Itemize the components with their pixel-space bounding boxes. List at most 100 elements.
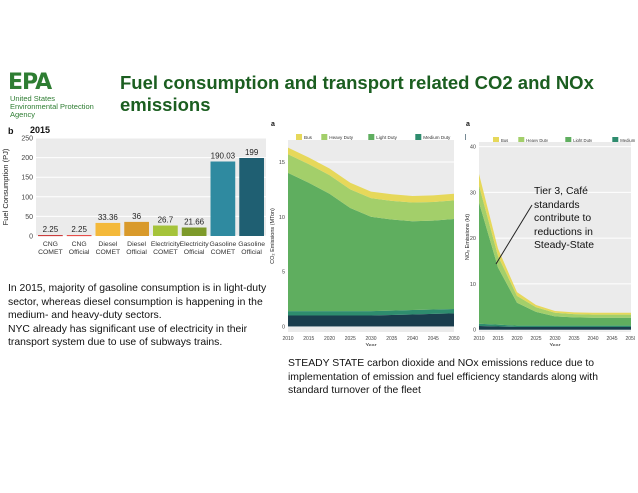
co2-legend-swatch-0	[296, 134, 302, 140]
co2-legend-label-2: Light Duty	[376, 135, 397, 140]
nox-xlabel: Year	[549, 343, 560, 346]
nox-ytick-0: 0	[473, 328, 476, 334]
co2-xtick-7: 2045	[428, 336, 439, 342]
co2-xtick-6: 2040	[407, 336, 418, 342]
co2-area-heavy-duty	[288, 154, 454, 222]
co2-xtick-8: 2050	[448, 336, 459, 342]
nox-xtick-6: 2040	[587, 336, 598, 342]
left-caption-paragraph-1: In 2015, majority of gasoline consumptio…	[8, 283, 267, 322]
co2-ytick-1: 5	[282, 270, 285, 276]
tier-note-pointer	[495, 204, 533, 265]
nox-legend-label-2: Light Duty	[573, 138, 593, 143]
tier-3-note: Tier 3, Café standards contribute to red…	[534, 186, 595, 252]
co2-legend-label-3: Medium Duty	[423, 135, 451, 140]
bar-value-label-4: 26.7	[158, 216, 174, 225]
co2-xlabel: Year	[365, 343, 376, 346]
co2-ytick-0: 0	[282, 325, 285, 331]
nox-ytick-1: 10	[470, 282, 476, 288]
co2-legend-swatch-3	[415, 134, 422, 140]
bar-panel-label: b	[8, 126, 14, 136]
nox-xtick-2: 2020	[511, 336, 522, 342]
bar-7	[239, 157, 264, 236]
co2-xtick-1: 2015	[303, 336, 314, 342]
nox-xtick-4: 2030	[549, 336, 560, 342]
bar-value-label-1: 2.25	[71, 225, 87, 234]
nox-xtick-3: 2025	[530, 336, 541, 342]
co2-ytick-3: 15	[279, 160, 285, 166]
right-caption: STEADY STATE carbon dioxide and NOx emis…	[288, 358, 598, 397]
nox-xtick-0: 2010	[473, 336, 484, 342]
nox-legend-label-1: Heavy Duty	[526, 138, 549, 143]
bar-xtick-1: CNG Official	[69, 241, 90, 256]
bar-ytick-4: 200	[21, 155, 33, 162]
tier-note-pointer-line	[495, 204, 533, 265]
left-caption-paragraph-2: NYC already has significant use of elect…	[8, 323, 248, 349]
bar-ytick-1: 50	[25, 214, 33, 221]
bar-xtick-7: Gasoline Official	[238, 241, 265, 256]
bar-chart-title: 2015	[30, 125, 51, 135]
co2-area-light-duty	[288, 172, 454, 312]
epa-logo-mark: EPA	[8, 70, 52, 95]
co2-ytick-2: 10	[279, 215, 285, 221]
bar-value-label-3: 36	[132, 212, 141, 221]
co2-ylabel: CO₂ Emissions (MTon)	[270, 208, 276, 264]
nox-ytick-2: 20	[470, 236, 476, 242]
bar-ytick-5: 250	[21, 136, 33, 143]
co2-xtick-4: 2030	[365, 336, 376, 342]
bar-3	[124, 221, 149, 236]
bar-2	[95, 222, 121, 236]
bar-6	[210, 161, 236, 236]
nox-xtick-5: 2035	[568, 336, 579, 342]
left-caption: In 2015, majority of gasoline consumptio…	[8, 282, 276, 350]
co2-panel-label: a	[271, 121, 275, 128]
co2-xtick-2: 2020	[324, 336, 335, 342]
bar-xtick-3: Diesel Official	[126, 241, 147, 256]
bar-xtick-2: Diesel COMET	[96, 241, 121, 256]
nox-ylabel: NOₓ Emissions (kt)	[465, 214, 471, 260]
slide-title: Fuel consumption and transport related C…	[120, 72, 594, 115]
bar-0	[38, 235, 63, 237]
bar-value-label-7: 199	[245, 148, 259, 157]
bar-xtick-5: Electricity Official	[180, 241, 210, 256]
nox-panel-label: a	[466, 121, 470, 128]
nox-legend-swatch-0	[493, 137, 499, 143]
nox-legend-label-3: Medium Duty	[620, 138, 635, 143]
co2-legend-swatch-1	[321, 134, 328, 140]
bar-value-label-5: 21.66	[184, 218, 205, 227]
nox-xtick-8: 2050	[625, 336, 635, 342]
bar-5	[181, 227, 207, 236]
co2-legend-label-1: Heavy Duty	[329, 135, 353, 140]
bar-xtick-0: CNG COMET	[38, 241, 63, 256]
co2-area-rail	[288, 313, 454, 327]
epa-logo-line-2: Environmental Protection	[10, 102, 94, 111]
nox-legend-swatch-2	[565, 137, 572, 143]
nox-area-rail	[479, 326, 631, 330]
nox-ytick-3: 30	[470, 190, 476, 196]
bar-value-label-0: 2.25	[43, 225, 59, 234]
nox-legend-swatch-1	[518, 137, 525, 143]
bar-ytick-0: 0	[29, 234, 33, 241]
nox-xtick-7: 2045	[606, 336, 617, 342]
bar-1	[66, 235, 92, 237]
nox-ytick-4: 40	[470, 145, 476, 151]
nox-xtick-1: 2015	[492, 336, 503, 342]
nox-legend-swatch-3	[612, 137, 619, 143]
nox-area-medium-duty	[479, 323, 631, 327]
co2-xtick-0: 2010	[282, 336, 293, 342]
nox-legend-label-0: Bus	[501, 138, 508, 143]
co2-legend-swatch-2	[368, 134, 375, 140]
co2-area-medium-duty	[288, 308, 454, 316]
co2-xtick-3: 2025	[345, 336, 356, 342]
epa-logo-line-3: Agency	[10, 110, 36, 119]
nox-area-light-duty	[479, 202, 631, 326]
bar-ytick-3: 150	[21, 175, 33, 182]
bar-ylabel: Fuel Consumption (PJ)	[1, 148, 10, 225]
bar-xtick-6: Gasoline COMET	[209, 241, 236, 256]
bar-value-label-6: 190.03	[211, 152, 236, 161]
bar-value-label-2: 33.36	[98, 213, 119, 222]
co2-legend-swatch-4	[465, 134, 466, 140]
co2-legend-label-0: Bus	[304, 135, 313, 140]
fuel-consumption-bar-chart: 0 50 100 150 200 250 Fuel Consumption (PJ) 2.25…	[1, 136, 266, 256]
epa-logo-line-1: United States	[10, 94, 56, 103]
